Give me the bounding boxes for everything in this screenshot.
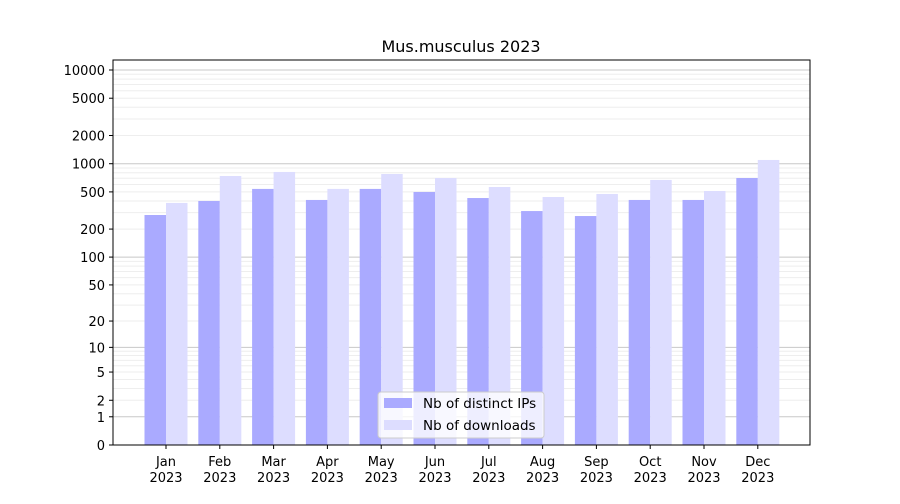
x-tick-label: 2023: [526, 471, 559, 486]
bar-distinct-ips: [359, 188, 382, 446]
bar-distinct-ips: [413, 191, 435, 445]
x-tick-label: Oct: [639, 455, 661, 470]
x-tick-label: Jan: [155, 455, 176, 470]
x-tick-label: 2023: [365, 471, 398, 486]
bar-downloads: [219, 176, 242, 445]
y-tick-label: 5: [97, 366, 105, 381]
y-tick-label: 1: [97, 411, 105, 426]
x-tick-label: 2023: [149, 471, 182, 486]
bar-distinct-ips: [305, 199, 328, 445]
y-tick-label: 1000: [72, 158, 105, 173]
bar-distinct-ips: [736, 177, 758, 445]
bar-distinct-ips: [144, 215, 166, 445]
y-tick-label: 200: [80, 223, 105, 238]
legend-label-ips: Nb of distinct IPs: [423, 396, 536, 412]
bar-downloads: [757, 159, 780, 446]
legend-swatch-ips: [384, 398, 412, 408]
x-tick-label: 2023: [203, 471, 236, 486]
x-tick-label: Aug: [530, 455, 555, 470]
y-tick-label: 5000: [72, 92, 105, 107]
chart-title: Mus.musculus 2023: [381, 37, 540, 56]
bar-downloads: [381, 173, 403, 445]
bars: [144, 159, 780, 446]
x-tick-label: Jul: [480, 455, 497, 470]
bar-downloads: [704, 191, 726, 445]
bar-downloads: [327, 188, 349, 446]
x-tick-label: Nov: [691, 455, 717, 470]
legend-swatch-downloads: [384, 420, 412, 430]
bar-downloads: [488, 186, 511, 445]
y-tick-label: 100: [80, 251, 105, 266]
y-tick-label: 50: [88, 279, 105, 294]
bar-downloads: [273, 171, 296, 445]
x-tick-label: 2023: [472, 471, 505, 486]
bar-distinct-ips: [252, 188, 274, 446]
bar-downloads: [542, 196, 565, 445]
bar-downloads: [650, 179, 672, 445]
bar-distinct-ips: [467, 198, 489, 445]
legend-label-downloads: Nb of downloads: [423, 418, 536, 434]
bar-distinct-ips: [198, 200, 220, 445]
x-tick-label: Sep: [584, 455, 609, 470]
x-tick-label: Dec: [745, 455, 770, 470]
y-tick-label: 10: [88, 341, 105, 356]
x-tick-label: Jun: [424, 455, 445, 470]
x-tick-label: 2023: [311, 471, 344, 486]
bar-downloads: [166, 202, 188, 445]
x-tick-label: May: [368, 455, 395, 470]
y-tick-label: 10000: [64, 64, 105, 79]
plot-frame: [112, 59, 811, 446]
x-tick-label: 2023: [418, 471, 451, 486]
bar-distinct-ips: [628, 199, 651, 445]
bar-distinct-ips: [521, 211, 543, 445]
bar-downloads: [435, 177, 457, 445]
y-tick-label: 2: [97, 394, 105, 409]
x-tick-label: 2023: [634, 471, 667, 486]
y-tick-label: 20: [88, 315, 105, 330]
x-tick-label: 2023: [257, 471, 290, 486]
y-tick-label: 2000: [72, 130, 105, 145]
x-tick-label: 2023: [741, 471, 774, 486]
legend: Nb of distinct IPs Nb of downloads: [377, 391, 545, 439]
y-tick-label: 0: [97, 439, 105, 454]
x-tick-label: 2023: [687, 471, 720, 486]
y-tick-label: 500: [80, 186, 105, 201]
bar-distinct-ips: [682, 199, 704, 445]
x-tick-label: Mar: [261, 455, 286, 470]
x-axis: Jan2023Feb2023Mar2023Apr2023May2023Jun20…: [149, 445, 774, 486]
bar-downloads: [596, 193, 618, 445]
y-axis: 0 1 2 5 10 20 50 100 200 500 1000 2000 5000 10000: [64, 64, 113, 454]
x-tick-label: 2023: [580, 471, 613, 486]
bar-distinct-ips: [574, 216, 597, 445]
x-tick-label: Apr: [316, 455, 339, 470]
x-tick-label: Feb: [208, 455, 231, 470]
